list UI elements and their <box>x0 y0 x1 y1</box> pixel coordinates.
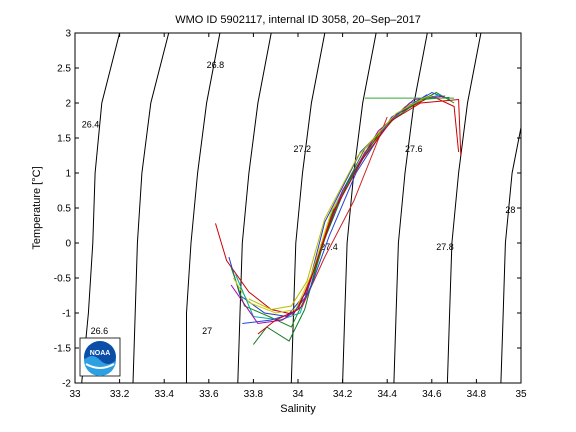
y-tick-label: 3 <box>65 29 71 40</box>
x-tick-label: 34.6 <box>422 389 442 400</box>
profile-line <box>228 91 450 318</box>
density-contour <box>81 33 121 383</box>
contour-label: 27.8 <box>436 242 454 252</box>
contour-label: 27.6 <box>405 144 423 154</box>
y-tick-label: 0 <box>65 239 71 250</box>
profile-line <box>230 91 455 328</box>
y-tick-label: 1 <box>65 169 71 180</box>
density-contour <box>500 127 521 383</box>
noaa-logo: NOAA <box>79 337 121 377</box>
density-contour <box>393 33 428 383</box>
x-tick-label: 33.6 <box>199 389 219 400</box>
chart-title: WMO ID 5902117, internal ID 3058, 20–Sep… <box>175 14 421 26</box>
x-tick-label: 33.4 <box>154 389 174 400</box>
contour-label: 28 <box>505 205 515 215</box>
y-axis-label: Temperature [°C] <box>31 166 43 249</box>
density-contour <box>342 33 377 383</box>
y-tick-label: -2 <box>62 379 71 390</box>
y-axis-ticks: -2 -1.5 -1 -0.5 0 0.5 1 1.5 2 2.5 3 <box>54 29 521 390</box>
y-tick-label: -1.5 <box>54 344 72 355</box>
density-contours <box>81 33 521 383</box>
y-tick-label: 0.5 <box>57 204 71 215</box>
density-contour <box>446 33 482 383</box>
x-tick-label: 33 <box>69 389 81 400</box>
density-contour <box>290 33 326 383</box>
density-contour <box>237 33 272 383</box>
y-tick-label: 1.5 <box>57 134 71 145</box>
profile-line <box>248 95 428 311</box>
x-tick-label: 34.8 <box>467 389 487 400</box>
profiles <box>215 91 462 345</box>
profile-line <box>302 116 388 307</box>
y-tick-label: 2 <box>65 99 71 110</box>
y-tick-label: 2.5 <box>57 64 71 75</box>
contour-label: 26.4 <box>82 120 100 130</box>
density-contour <box>186 33 221 383</box>
density-contour <box>132 33 170 383</box>
x-axis-label: Salinity <box>280 403 316 415</box>
profile-line <box>257 98 462 335</box>
x-tick-label: 35 <box>515 389 527 400</box>
x-tick-label: 33.2 <box>110 389 130 400</box>
y-tick-label: -0.5 <box>54 274 72 285</box>
contour-label: 27.2 <box>294 144 312 154</box>
svg-text:NOAA: NOAA <box>90 350 111 357</box>
x-tick-label: 34.4 <box>377 389 397 400</box>
contour-label: 26.8 <box>207 60 225 70</box>
y-tick-label: -1 <box>62 309 71 320</box>
contour-labels: 26.4 26.6 26.8 27 27.2 27.4 27.6 27.8 28 <box>82 60 516 336</box>
x-axis-ticks: 33 33.2 33.4 33.6 33.8 34 34.2 34.4 34.6 34.8 35 <box>69 33 527 400</box>
contour-label: 26.6 <box>91 326 109 336</box>
contour-label: 27 <box>202 326 212 336</box>
contour-label: 27.4 <box>320 242 338 252</box>
x-tick-label: 34 <box>292 389 304 400</box>
profile-line <box>242 94 428 324</box>
x-tick-label: 33.8 <box>244 389 264 400</box>
x-tick-label: 34.2 <box>333 389 353 400</box>
profile-line <box>235 94 441 321</box>
plot-frame <box>74 32 522 384</box>
profile-line <box>230 95 446 325</box>
